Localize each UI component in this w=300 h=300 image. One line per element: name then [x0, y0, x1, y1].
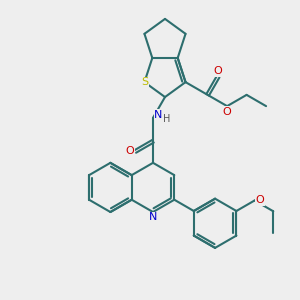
Text: N: N	[154, 110, 163, 120]
Text: S: S	[141, 77, 148, 87]
Text: O: O	[126, 146, 134, 156]
Text: O: O	[256, 196, 264, 206]
Text: O: O	[223, 106, 232, 116]
Text: N: N	[149, 212, 157, 222]
Text: O: O	[214, 66, 223, 76]
Text: H: H	[163, 114, 170, 124]
